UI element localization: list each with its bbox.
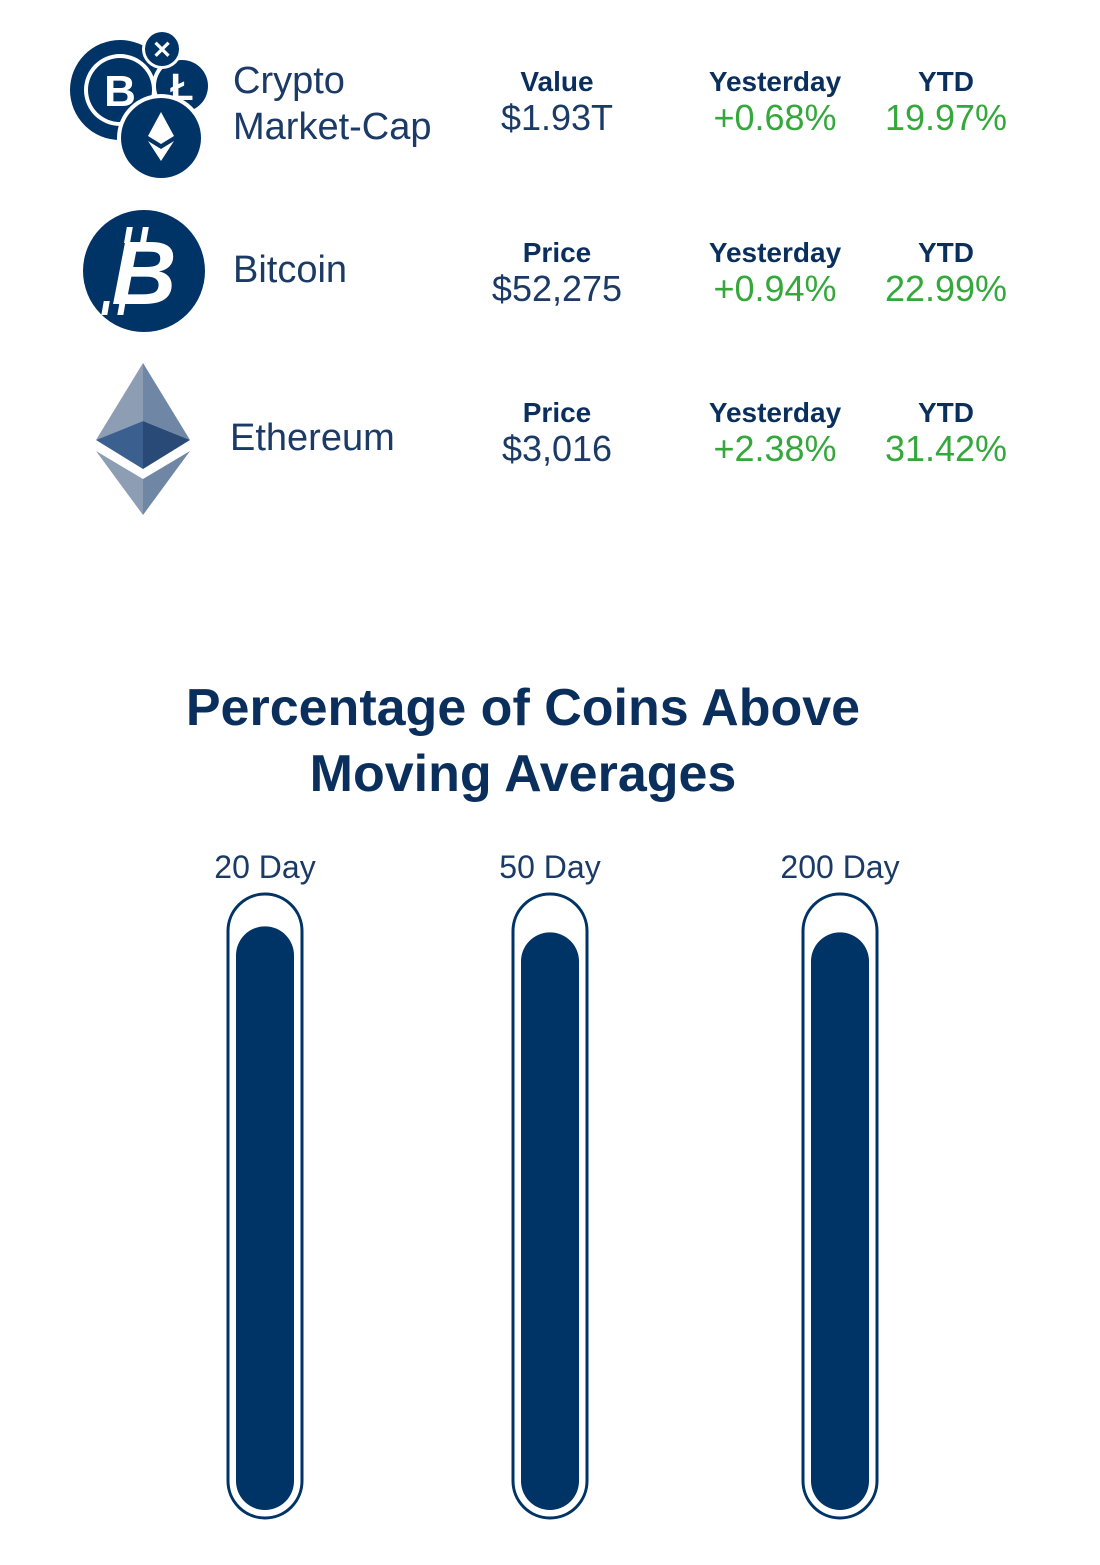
ytd-header: YTD [918,237,974,268]
ethereum-name: Ethereum [230,417,395,459]
moving-average-bar-chart: 20 Day 50 Day 200 Day [214,849,900,1520]
ytd-change: 31.42% [884,428,1008,469]
crypto-value-col: Value $1.93T [457,66,657,138]
ytd-change: 19.97% [884,97,1008,138]
ytd-header: YTD [918,397,974,428]
ethereum-ytd-col: YTD 31.42% [846,397,1046,469]
bar-label: 200 Day [780,849,899,885]
yesterday-change: +2.38% [713,428,837,469]
crypto-coins-icon: B Ł ✕ [70,30,212,180]
price-amount: $52,275 [491,268,623,309]
bitcoin-yesterday-col: Yesterday +0.94% [675,237,875,309]
bitcoin-row: B Bitcoin Price $52,275 Yesterday +0.94%… [0,195,1100,345]
bitcoin-icon: B [83,210,205,332]
yesterday-header: Yesterday [708,237,842,268]
ytd-header: YTD [918,66,974,97]
ethereum-yesterday-col: Yesterday +2.38% [675,397,875,469]
ethereum-row: Ethereum Price $3,016 Yesterday +2.38% Y… [0,355,1100,515]
chart-title-line-2: Moving Averages [309,745,737,803]
yesterday-change: +0.94% [713,268,837,309]
bar-fill [811,932,869,1510]
bar-fill [236,926,294,1510]
crypto-ytd-col: YTD 19.97% [846,66,1046,138]
bitcoin-price-col: Price $52,275 [457,237,657,309]
yesterday-header: Yesterday [708,397,842,428]
bar-label: 20 Day [214,849,315,885]
value-header: Value [520,66,594,97]
crypto-yesterday-col: Yesterday +0.68% [675,66,875,138]
yesterday-header: Yesterday [708,66,842,97]
ytd-change: 22.99% [884,268,1008,309]
svg-text:✕: ✕ [152,37,172,64]
bar-fill [521,932,579,1510]
bar-label: 50 Day [499,849,600,885]
value-amount: $1.93T [500,97,614,138]
bitcoin-name: Bitcoin [233,249,348,291]
price-header: Price [522,237,592,268]
crypto-market-cap-name: Crypto Market-Cap [233,60,432,148]
price-header: Price [522,397,592,428]
ethereum-icon [96,363,190,515]
chart-title-line-1: Percentage of Coins Above [185,679,861,737]
chart-title: Percentage of Coins Above Moving Average… [0,675,1046,807]
yesterday-change: +0.68% [713,97,837,138]
price-amount: $3,016 [501,428,613,469]
ethereum-price-col: Price $3,016 [457,397,657,469]
crypto-market-cap-row: B Ł ✕ Crypto Market-Cap Value $1.93T Yes… [0,20,1100,180]
bitcoin-ytd-col: YTD 22.99% [846,237,1046,309]
